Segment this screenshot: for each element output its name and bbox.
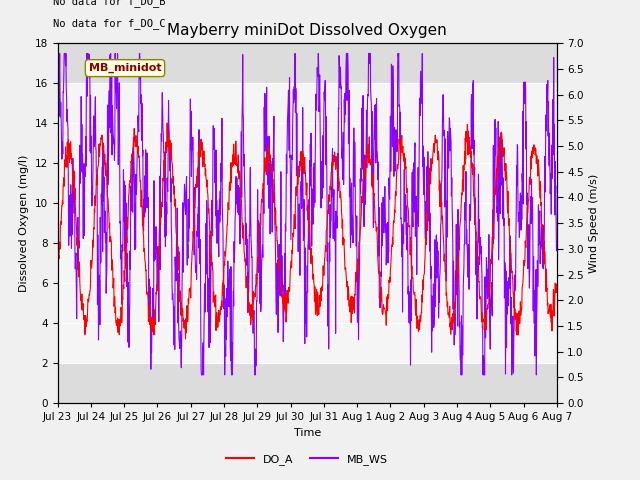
- Text: MB_minidot: MB_minidot: [89, 63, 161, 73]
- Text: No data for f_DO_C: No data for f_DO_C: [52, 18, 165, 29]
- Text: No data for f_DO_B: No data for f_DO_B: [52, 0, 165, 7]
- Bar: [58, 83, 557, 363]
- Y-axis label: Wind Speed (m/s): Wind Speed (m/s): [589, 174, 600, 273]
- Legend: DO_A, MB_WS: DO_A, MB_WS: [222, 450, 392, 469]
- X-axis label: Time: Time: [294, 428, 321, 438]
- Title: Mayberry miniDot Dissolved Oxygen: Mayberry miniDot Dissolved Oxygen: [167, 23, 447, 38]
- Y-axis label: Dissolved Oxygen (mg/l): Dissolved Oxygen (mg/l): [19, 155, 29, 292]
